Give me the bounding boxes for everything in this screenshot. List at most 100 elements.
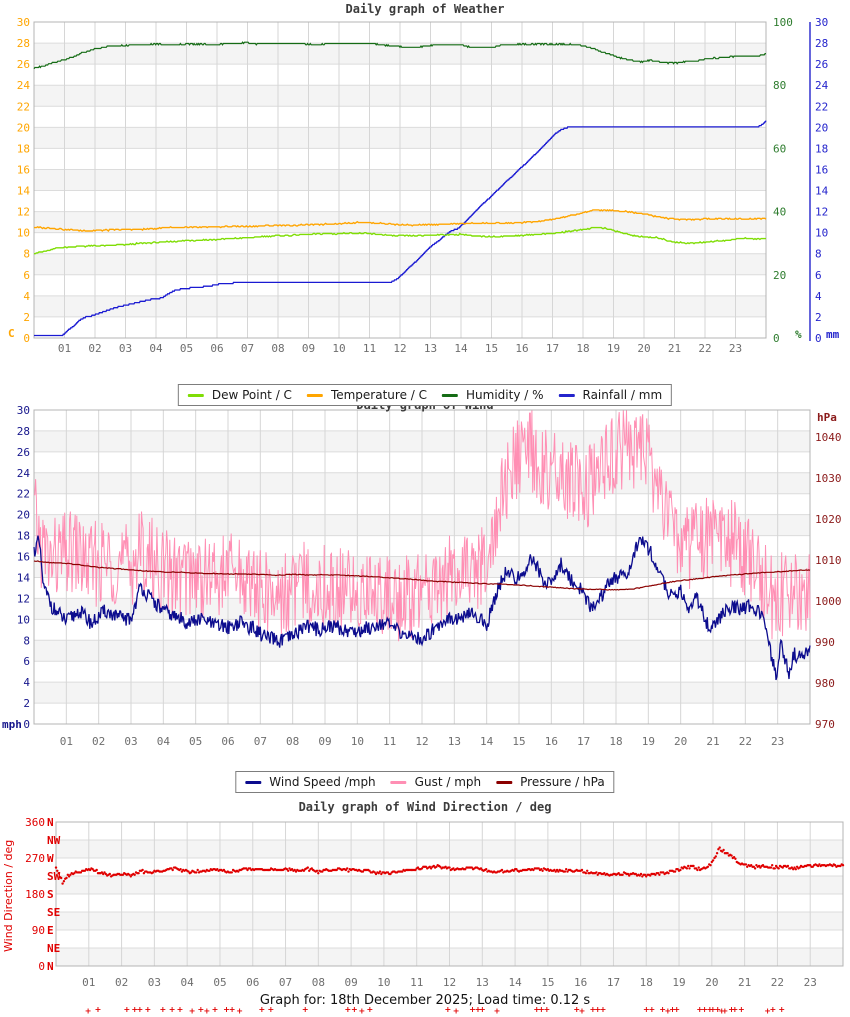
x-tick-label: 09: [318, 735, 331, 748]
rainfall-line: [34, 120, 767, 337]
event-marker-icon: +: [469, 1005, 476, 1014]
event-marker-icon: +: [267, 1005, 274, 1014]
y-tick-label: 1020: [815, 513, 842, 526]
wind-direction-point: [424, 865, 428, 868]
wind-direction-point: [57, 872, 60, 875]
x-tick-label: 23: [729, 342, 742, 355]
y-tick-label: 90: [32, 924, 45, 937]
event-marker-icon: +: [573, 1005, 580, 1014]
wind-direction-point: [204, 870, 207, 873]
x-tick-label: 05: [180, 342, 193, 355]
y-tick-label: 0: [23, 718, 30, 731]
wind-direction-point: [696, 868, 699, 872]
wind-direction-point: [386, 871, 390, 874]
wind-direction-point: [439, 865, 442, 868]
wind-direction-point: [121, 873, 125, 876]
wind-direction-point: [667, 872, 670, 875]
y-tick-label: 980: [815, 677, 835, 690]
wind-direction-point: [793, 866, 796, 869]
wind-direction-point: [709, 864, 712, 867]
x-tick-label: 06: [246, 976, 259, 989]
wind-direction-point: [532, 868, 535, 872]
x-tick-label: 20: [637, 342, 650, 355]
wind-direction-point: [179, 868, 182, 871]
event-marker-icon: +: [212, 1005, 219, 1014]
wind-direction-point: [73, 872, 76, 875]
y-tick-label: 0: [38, 960, 45, 973]
wind-direction-point: [222, 868, 226, 872]
x-tick-label: 08: [312, 976, 325, 989]
y-tick-label: 26: [17, 446, 30, 459]
legend-item: Gust / mph: [390, 775, 481, 789]
wind-direction-point: [67, 875, 71, 878]
wind-direction-point: [69, 873, 72, 876]
x-tick-label: 12: [415, 735, 428, 748]
legend-item: Rainfall / mm: [558, 388, 663, 402]
wind-direction-point: [757, 864, 761, 868]
wind-direction-point: [470, 866, 473, 869]
event-marker-icon: +: [131, 1005, 138, 1014]
wind-direction-point: [485, 868, 488, 871]
wind-direction-point: [380, 872, 383, 876]
y-tick-label: 30: [815, 16, 828, 29]
wind-direction-point: [537, 867, 540, 870]
y-tick-label: 2: [23, 311, 30, 324]
y-tick-label: 24: [17, 79, 31, 92]
y-tick-label: 18: [17, 530, 30, 543]
legend-item-label: Rainfall / mm: [582, 388, 663, 402]
axis-unit-label: C: [8, 327, 15, 340]
weather-chart: 01 02 03 04 05 06 07 08 09 10 11 12 13 14 15 16 17 18 19 20…: [8, 16, 840, 355]
y-tick-label: 180: [25, 888, 45, 901]
legend-item: Temperature / C: [306, 388, 428, 402]
wind-direction-point: [685, 867, 689, 870]
x-tick-label: 12: [393, 342, 406, 355]
x-tick-label: 09: [345, 976, 358, 989]
legend-item: Wind Speed /mph: [245, 775, 376, 789]
event-marker-icon: +: [85, 1007, 92, 1016]
x-tick-label: 08: [271, 342, 284, 355]
x-tick-label: 23: [771, 735, 784, 748]
y-tick-label: 4: [23, 676, 30, 689]
legend-item-label: Temperature / C: [330, 388, 428, 402]
wind-direction-point: [133, 873, 136, 876]
wind-direction-point: [639, 872, 643, 876]
y-tick-label: 1010: [815, 554, 842, 567]
event-marker-icon: +: [722, 1007, 729, 1016]
wind-direction-point: [91, 868, 94, 871]
y-tick-label: E: [47, 924, 54, 937]
wind-direction-point: [310, 867, 313, 870]
wind-direction-point: [841, 864, 845, 867]
y-tick-label: 20: [815, 121, 828, 134]
x-tick-label: 21: [706, 735, 719, 748]
wind-direction-point: [792, 868, 795, 871]
x-tick-label: 09: [302, 342, 315, 355]
event-marker-icon: +: [665, 1007, 672, 1016]
plot-border: [55, 821, 844, 967]
legend-item-label: Wind Speed /mph: [269, 775, 376, 789]
wind-direction-point: [479, 867, 483, 870]
wind-direction-point: [56, 869, 59, 872]
event-marker-icon: +: [95, 1005, 102, 1014]
wind-direction-point: [512, 869, 515, 872]
wind-direction-point: [79, 871, 83, 874]
event-marker-icon: +: [659, 1005, 666, 1014]
wind-direction-point: [714, 855, 717, 858]
wind-direction-point: [554, 870, 557, 873]
y-tick-label: SW: [47, 870, 61, 883]
wind-direction-point: [302, 869, 306, 872]
wind-direction-point: [448, 866, 451, 869]
y-tick-label: 990: [815, 636, 835, 649]
x-tick-label: 10: [377, 976, 390, 989]
wind-direction-point: [662, 871, 665, 874]
y-tick-label: 16: [815, 163, 828, 176]
wind-direction-point: [649, 874, 652, 877]
wind-direction-point: [103, 871, 106, 874]
wind-direction-point: [293, 868, 296, 872]
y-tick-label: 18: [17, 142, 30, 155]
y-tick-label: 28: [815, 37, 828, 50]
x-tick-label: 15: [512, 735, 525, 748]
x-tick-label: 19: [607, 342, 620, 355]
wind-direction-point: [142, 872, 146, 875]
axis-unit-label: hPa: [817, 411, 837, 424]
y-tick-label: 14: [17, 185, 31, 198]
